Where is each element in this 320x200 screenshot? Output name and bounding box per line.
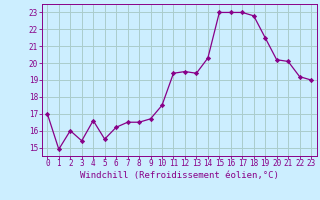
X-axis label: Windchill (Refroidissement éolien,°C): Windchill (Refroidissement éolien,°C)	[80, 171, 279, 180]
